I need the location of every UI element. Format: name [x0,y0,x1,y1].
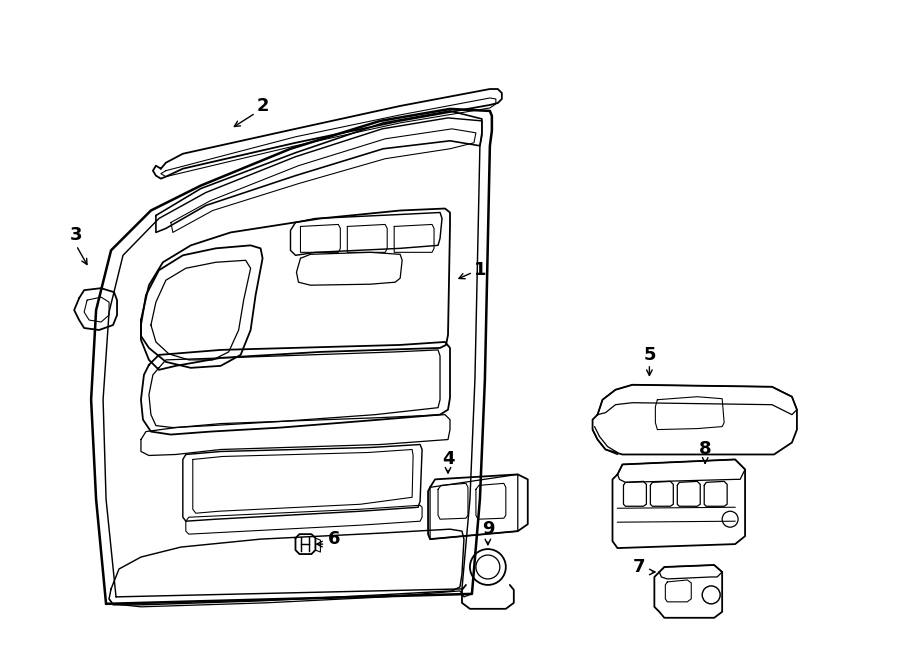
Text: 1: 1 [473,261,486,279]
Text: 7: 7 [634,558,645,576]
Text: 8: 8 [699,440,712,459]
Text: 9: 9 [482,520,494,538]
Text: 2: 2 [256,97,269,115]
Text: 6: 6 [328,530,340,548]
Text: 5: 5 [644,346,655,364]
Text: 3: 3 [70,227,83,245]
Text: 4: 4 [442,450,454,469]
